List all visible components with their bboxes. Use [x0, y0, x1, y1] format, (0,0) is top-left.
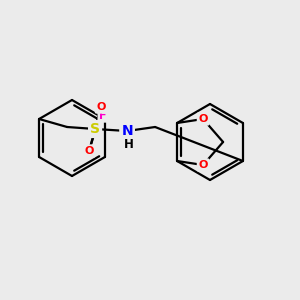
Text: O: O: [198, 114, 208, 124]
Text: F: F: [99, 111, 107, 121]
Text: O: O: [198, 160, 208, 170]
Text: S: S: [90, 122, 100, 136]
Text: O: O: [96, 102, 106, 112]
Text: H: H: [124, 139, 134, 152]
Text: O: O: [84, 146, 94, 156]
Text: N: N: [121, 124, 133, 138]
